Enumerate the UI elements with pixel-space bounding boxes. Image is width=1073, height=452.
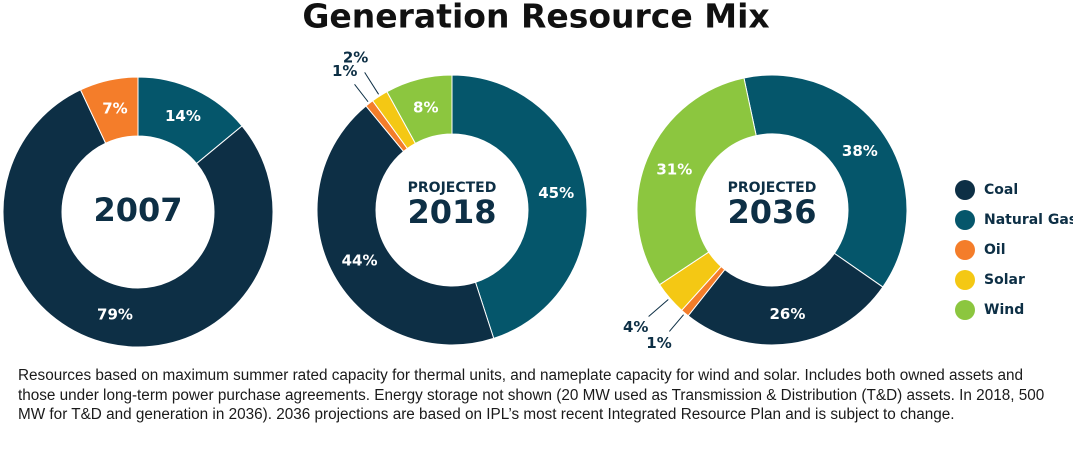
slice: [386, 74, 453, 145]
legend-swatch: [955, 270, 975, 290]
chart: Generation Resource Mix 14% 79% 7% 2007 45% 4…: [2, 0, 1073, 352]
legend-label: Wind: [984, 302, 1024, 318]
center-subtitle: PROJECTED: [408, 180, 497, 196]
value-label: 79%: [97, 305, 133, 323]
value-label: 44%: [342, 251, 378, 269]
slice: [451, 74, 588, 340]
value-label: 7%: [102, 100, 127, 118]
legend-swatch: [955, 210, 975, 230]
leader-line: [648, 299, 669, 317]
legend-swatch: [955, 180, 975, 200]
value-label: 38%: [842, 142, 878, 160]
slice: [2, 89, 274, 348]
value-label: 14%: [165, 107, 201, 125]
value-label: 1%: [646, 334, 671, 352]
value-label: 26%: [769, 305, 805, 323]
leader-line: [354, 84, 369, 103]
slice: [743, 74, 908, 288]
legend-label: Solar: [984, 272, 1025, 288]
value-label: 31%: [656, 161, 692, 179]
legend-label: Coal: [984, 182, 1018, 198]
legend-label: Natural Gas: [984, 212, 1073, 228]
legend-label: Oil: [984, 242, 1006, 258]
value-label: 45%: [538, 184, 574, 202]
value-label: 2%: [343, 49, 368, 67]
leader-line: [668, 314, 684, 332]
center-subtitle: PROJECTED: [728, 180, 817, 196]
leader-line: [364, 72, 380, 95]
footnote: Resources based on maximum summer rated …: [18, 367, 1045, 423]
slice: [636, 77, 757, 286]
center-label: 2018: [407, 193, 496, 231]
legend-swatch: [955, 240, 975, 260]
center-label: 2036: [727, 193, 816, 231]
value-label: 4%: [623, 318, 648, 336]
slice: [79, 76, 139, 144]
chart-title: Generation Resource Mix: [302, 0, 769, 36]
slice: [687, 252, 884, 346]
slice: [316, 105, 495, 346]
value-label: 8%: [413, 98, 438, 116]
legend-swatch: [955, 300, 975, 320]
center-label: 2007: [93, 191, 182, 229]
value-label: 1%: [332, 62, 357, 80]
